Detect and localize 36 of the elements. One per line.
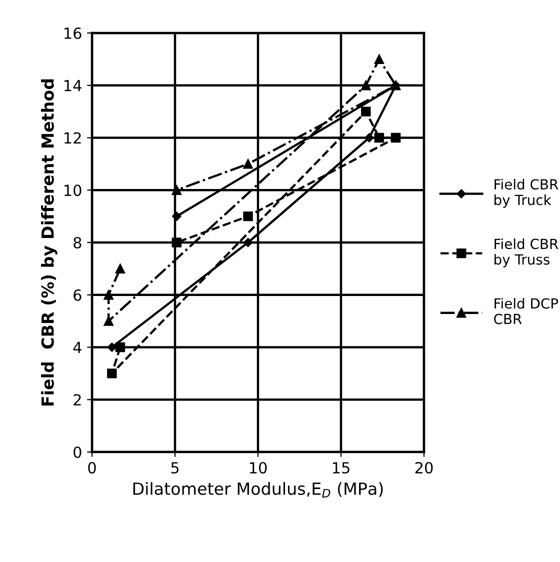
legend-label: Field CBR by Truss: [494, 238, 558, 268]
y-axis-title: Field CBR (%) by Different Method: [41, 79, 58, 406]
point: [243, 238, 253, 248]
y-tick-label: 10: [64, 184, 82, 196]
point: [107, 342, 117, 352]
point: [172, 212, 182, 221]
y-tick-label: 2: [74, 394, 81, 406]
point: [361, 106, 371, 116]
y-tick-label: 4: [73, 342, 82, 354]
legend-label: Field DCP CBR: [494, 298, 558, 324]
y-tick-label: 6: [74, 289, 82, 301]
x-tick-label: 0: [88, 462, 96, 474]
point: [172, 238, 182, 248]
x-tick-label: 20: [415, 462, 433, 474]
y-tick-label: 14: [64, 80, 82, 92]
point: [243, 211, 253, 222]
point: [107, 368, 117, 378]
point: [374, 132, 384, 143]
point: [115, 264, 126, 274]
point: [243, 159, 253, 169]
point: [374, 54, 384, 64]
x-tick-label: 10: [250, 462, 267, 474]
point: [104, 290, 114, 300]
point: [390, 132, 401, 143]
point: [104, 316, 114, 326]
x-tick-label: 15: [332, 462, 350, 474]
x-tick-label: 5: [171, 462, 179, 474]
legend-label: Field CBR by Truck: [494, 178, 558, 208]
y-tick-label: 8: [74, 236, 82, 249]
point: [361, 80, 371, 90]
x-axis-title: Dilatometer Modulus,E$_{D}$ (MPa): [133, 482, 383, 498]
y-tick-label: 12: [64, 132, 81, 144]
point: [364, 133, 374, 142]
y-tick-label: 16: [64, 27, 82, 40]
point: [172, 185, 182, 195]
y-tick-label: 0: [74, 446, 82, 458]
